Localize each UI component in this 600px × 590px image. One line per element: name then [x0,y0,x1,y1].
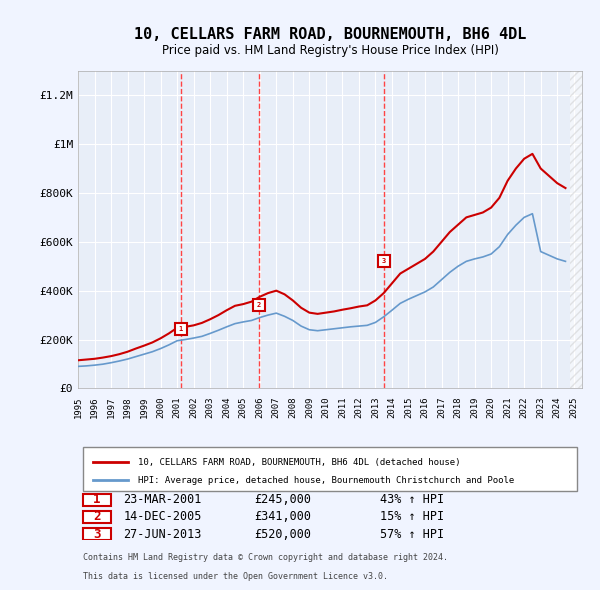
Text: 1996: 1996 [90,396,99,418]
Text: 1: 1 [179,326,183,332]
Text: 2015: 2015 [404,396,413,418]
Text: 1999: 1999 [140,396,149,418]
Text: 1998: 1998 [123,396,132,418]
Text: 2003: 2003 [206,396,215,418]
Text: 2020: 2020 [487,396,496,418]
Text: 2008: 2008 [289,396,298,418]
Text: £341,000: £341,000 [254,510,311,523]
FancyBboxPatch shape [83,447,577,491]
Text: 57% ↑ HPI: 57% ↑ HPI [380,527,445,540]
Text: 1: 1 [93,493,100,506]
Text: 2018: 2018 [454,396,463,418]
Text: This data is licensed under the Open Government Licence v3.0.: This data is licensed under the Open Gov… [83,572,388,581]
Text: 2013: 2013 [371,396,380,418]
Text: Price paid vs. HM Land Registry's House Price Index (HPI): Price paid vs. HM Land Registry's House … [161,44,499,57]
Text: 2005: 2005 [239,396,248,418]
Text: 1997: 1997 [107,396,116,418]
Text: 2011: 2011 [338,396,347,418]
Text: 27-JUN-2013: 27-JUN-2013 [124,527,202,540]
Text: 2022: 2022 [520,396,529,418]
FancyBboxPatch shape [83,511,111,523]
Text: 1995: 1995 [74,396,83,418]
Text: 10, CELLARS FARM ROAD, BOURNEMOUTH, BH6 4DL: 10, CELLARS FARM ROAD, BOURNEMOUTH, BH6 … [134,27,526,41]
Text: 10, CELLARS FARM ROAD, BOURNEMOUTH, BH6 4DL (detached house): 10, CELLARS FARM ROAD, BOURNEMOUTH, BH6 … [139,458,461,467]
Text: 2024: 2024 [553,396,562,418]
Text: 2009: 2009 [305,396,314,418]
Text: 14-DEC-2005: 14-DEC-2005 [124,510,202,523]
Text: £245,000: £245,000 [254,493,311,506]
Text: 2016: 2016 [421,396,430,418]
Text: 2014: 2014 [388,396,397,418]
Text: 2: 2 [93,510,100,523]
Text: 2019: 2019 [470,396,479,418]
Text: 2004: 2004 [222,396,231,418]
Text: 2021: 2021 [503,396,512,418]
Text: 2017: 2017 [437,396,446,418]
Text: 2000: 2000 [156,396,165,418]
Text: 2010: 2010 [322,396,331,418]
Text: Contains HM Land Registry data © Crown copyright and database right 2024.: Contains HM Land Registry data © Crown c… [83,553,448,562]
Text: 2: 2 [257,302,261,308]
Text: 2025: 2025 [569,396,578,418]
Text: 2002: 2002 [189,396,198,418]
Text: £520,000: £520,000 [254,527,311,540]
Text: 3: 3 [93,527,100,540]
FancyBboxPatch shape [83,494,111,506]
Text: 23-MAR-2001: 23-MAR-2001 [124,493,202,506]
Text: 2012: 2012 [355,396,364,418]
Text: 2007: 2007 [272,396,281,418]
FancyBboxPatch shape [83,528,111,540]
Text: 43% ↑ HPI: 43% ↑ HPI [380,493,445,506]
Text: 3: 3 [382,258,386,264]
Text: 2023: 2023 [536,396,545,418]
Text: 2001: 2001 [173,396,182,418]
Text: 2006: 2006 [255,396,264,418]
Bar [569,71,582,388]
Text: 15% ↑ HPI: 15% ↑ HPI [380,510,445,523]
Text: HPI: Average price, detached house, Bournemouth Christchurch and Poole: HPI: Average price, detached house, Bour… [139,476,515,485]
